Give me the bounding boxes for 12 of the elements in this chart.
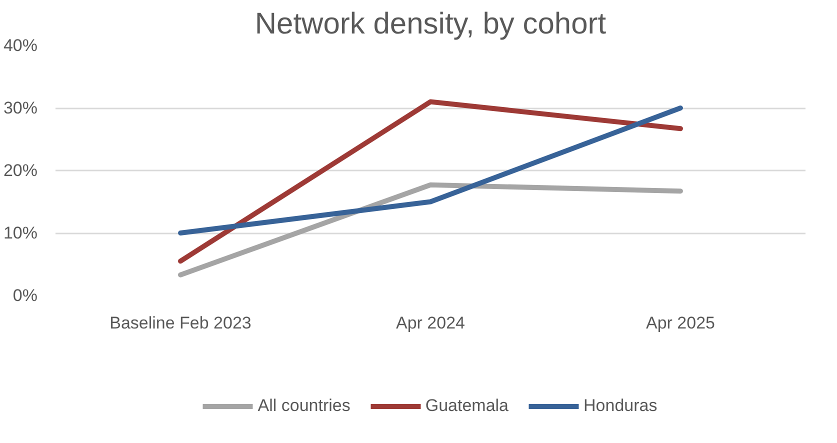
x-tick-label: Apr 2024 xyxy=(396,314,465,332)
y-tick-label: 20% xyxy=(3,161,38,180)
legend-label: Guatemala xyxy=(425,396,509,416)
chart-title: Network density, by cohort xyxy=(254,8,607,40)
legend-label: Honduras xyxy=(584,396,658,416)
y-tick-label: 10% xyxy=(3,224,38,242)
x-tick-label: Apr 2025 xyxy=(646,314,715,332)
legend-label: All countries xyxy=(258,396,350,416)
y-tick-label: 30% xyxy=(3,98,38,118)
y-tick-label: 0% xyxy=(12,286,38,305)
x-tick-label: Baseline Feb 2023 xyxy=(110,314,252,332)
y-tick-label: 40% xyxy=(3,36,38,55)
